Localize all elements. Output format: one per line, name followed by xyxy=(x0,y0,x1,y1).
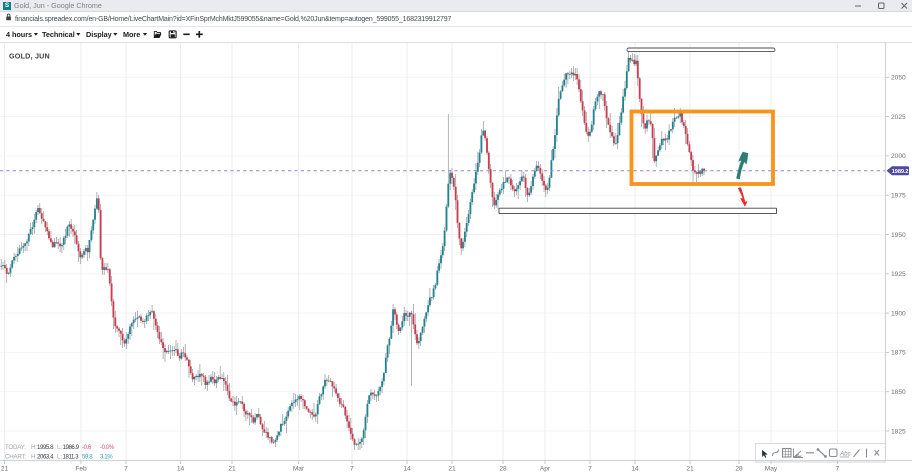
svg-text:2025: 2025 xyxy=(891,114,906,121)
svg-text:L:: L: xyxy=(57,454,62,461)
svg-text:7: 7 xyxy=(350,466,354,473)
svg-text:7: 7 xyxy=(836,466,840,473)
svg-text:Apr: Apr xyxy=(540,466,551,473)
svg-text:1986.9: 1986.9 xyxy=(63,444,80,451)
svg-text:1995.8: 1995.8 xyxy=(37,444,54,451)
svg-text:14: 14 xyxy=(631,466,639,473)
svg-text:1975: 1975 xyxy=(891,193,906,200)
svg-text:Abc: Abc xyxy=(839,451,852,458)
svg-text:H:: H: xyxy=(31,454,37,461)
svg-text:21: 21 xyxy=(1,466,9,473)
svg-text:H:: H: xyxy=(31,444,37,451)
svg-text:21: 21 xyxy=(228,466,236,473)
svg-text:1850: 1850 xyxy=(891,389,906,396)
svg-text:14: 14 xyxy=(177,466,185,473)
svg-text:28: 28 xyxy=(499,466,507,473)
svg-text:Feb: Feb xyxy=(75,466,87,473)
svg-text:2050: 2050 xyxy=(891,75,906,82)
svg-text:May: May xyxy=(765,466,778,473)
svg-text:TODAY:: TODAY: xyxy=(5,444,26,451)
svg-text:-0.0%: -0.0% xyxy=(100,444,115,451)
svg-text:2063.4: 2063.4 xyxy=(37,454,54,461)
svg-text:-0.6: -0.6 xyxy=(82,444,92,451)
svg-text:59.8: 59.8 xyxy=(82,454,93,461)
svg-text:GOLD, JUN: GOLD, JUN xyxy=(9,52,50,61)
svg-text:Mar: Mar xyxy=(293,466,305,473)
svg-text:L:: L: xyxy=(57,444,62,451)
svg-text:7: 7 xyxy=(588,466,592,473)
svg-text:1825: 1825 xyxy=(891,428,906,435)
svg-text:14: 14 xyxy=(403,466,411,473)
svg-text:21: 21 xyxy=(448,466,456,473)
svg-text:1950: 1950 xyxy=(891,232,906,239)
svg-text:3.1%: 3.1% xyxy=(100,454,113,461)
svg-text:CHART:: CHART: xyxy=(5,454,26,461)
svg-text:1875: 1875 xyxy=(891,350,906,357)
svg-text:21: 21 xyxy=(686,466,694,473)
svg-text:2000: 2000 xyxy=(891,153,906,160)
svg-text:1900: 1900 xyxy=(891,310,906,317)
svg-text:1989.2: 1989.2 xyxy=(892,169,909,175)
svg-text:28: 28 xyxy=(735,466,743,473)
svg-text:1925: 1925 xyxy=(891,271,906,278)
svg-text:1811.3: 1811.3 xyxy=(63,454,80,461)
svg-text:7: 7 xyxy=(124,466,128,473)
